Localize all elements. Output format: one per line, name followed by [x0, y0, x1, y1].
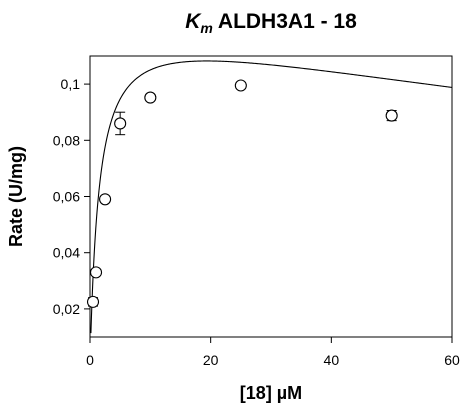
y-axis-label: Rate (U/mg): [6, 146, 26, 247]
y-tick-label: 0,08: [53, 132, 80, 148]
title-km-subscript: m: [200, 20, 213, 37]
tick-labels-layer: 0 20 40 60 0,02 0,04 0,06 0,08 0,1: [53, 76, 460, 368]
data-points-layer: [86, 79, 398, 308]
y-tick-label: 0,1: [61, 76, 81, 92]
x-tick-label: 60: [444, 352, 460, 368]
y-tick-label: 0,04: [53, 245, 80, 261]
plot-frame: [89, 55, 453, 338]
data-point: [99, 193, 112, 206]
title-km-symbol: K: [185, 10, 201, 33]
x-tick-label: 40: [324, 352, 340, 368]
data-point: [89, 266, 103, 279]
title-text: ALDH3A1 - 18: [212, 10, 357, 33]
fit-curve-layer: [90, 60, 453, 334]
chart-title: Km ALDH3A1 - 18: [90, 10, 452, 36]
data-point: [144, 91, 157, 104]
data-point: [86, 295, 100, 308]
data-point: [234, 79, 247, 92]
plot-axes: [84, 55, 453, 343]
x-tick-label: 0: [86, 352, 94, 368]
fit-curve: [90, 60, 453, 334]
data-point: [114, 117, 127, 130]
data-point: [385, 109, 398, 122]
x-axis-label: [18] µM: [240, 383, 302, 403]
x-tick-label: 20: [203, 352, 219, 368]
y-tick-label: 0,06: [53, 189, 80, 205]
y-tick-label: 0,02: [53, 301, 80, 317]
